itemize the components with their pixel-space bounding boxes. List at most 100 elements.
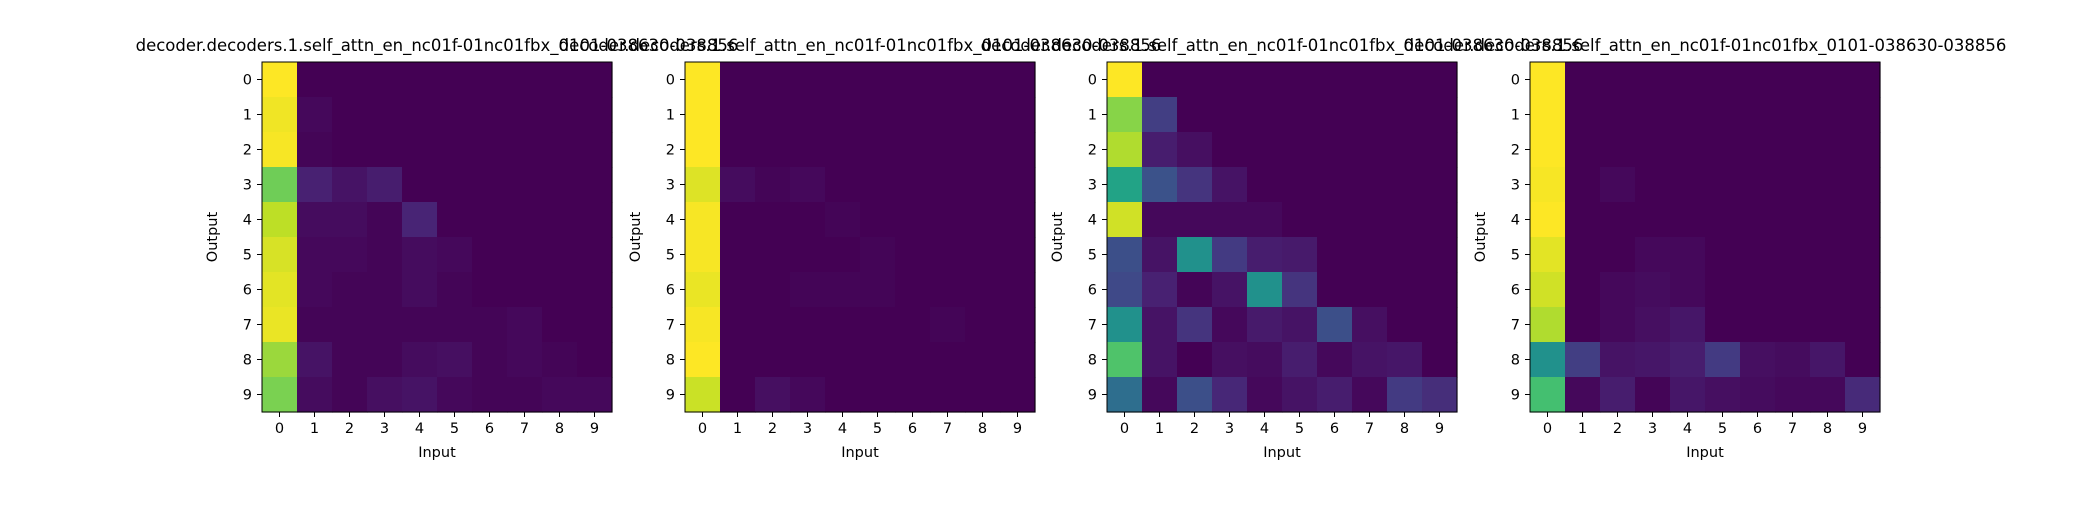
heatmap-cell-r9-c3	[1635, 377, 1671, 413]
heatmap-cell-r2-c8	[542, 132, 578, 168]
y-tick-label: 6	[1511, 283, 1520, 299]
heatmap-cell-r0-c2	[332, 62, 368, 98]
heatmap-cell-r0-c0	[1530, 62, 1566, 98]
heatmap-cell-r0-c4	[1247, 62, 1283, 98]
y-tick-label: 4	[666, 213, 675, 229]
heatmap-cell-r3-c1	[297, 167, 333, 203]
heatmap-cell-r3-c0	[262, 167, 298, 203]
x-tick-label: 4	[1683, 421, 1692, 437]
x-tick-label: 9	[590, 421, 599, 437]
heatmap-cell-r3-c3	[1635, 167, 1671, 203]
heatmap-cell-r6-c0	[1530, 272, 1566, 308]
heatmap-cell-r5-c7	[507, 237, 543, 273]
heatmap-cell-r2-c6	[1317, 132, 1353, 168]
heatmap-cell-r7-c3	[1635, 307, 1671, 343]
heatmap-cell-r5-c7	[930, 237, 966, 273]
heatmap-cell-r6-c1	[720, 272, 756, 308]
heatmap-cell-r4-c7	[1352, 202, 1388, 238]
heatmap-cell-r9-c1	[1142, 377, 1178, 413]
heatmap-cell-r5-c8	[965, 237, 1001, 273]
heatmap-cell-r3-c4	[402, 167, 438, 203]
heatmap-cell-r6-c8	[1810, 272, 1846, 308]
heatmap-cell-r9-c4	[1670, 377, 1706, 413]
heatmap-cell-r5-c3	[1635, 237, 1671, 273]
heatmap-cell-r2-c5	[860, 132, 896, 168]
x-tick-label: 8	[555, 421, 564, 437]
heatmap-cell-r1-c5	[1282, 97, 1318, 133]
heatmap-cell-r8-c3	[1212, 342, 1248, 378]
heatmap-cell-r2-c2	[332, 132, 368, 168]
heatmap-cell-r8-c3	[367, 342, 403, 378]
heatmap-cell-r7-c7	[1352, 307, 1388, 343]
heatmap-cell-r0-c7	[1775, 62, 1811, 98]
x-tick-label: 6	[1330, 421, 1339, 437]
heatmap-cell-r4-c3	[1635, 202, 1671, 238]
x-tick-label: 0	[1543, 421, 1552, 437]
y-tick-label: 1	[666, 108, 675, 124]
heatmap-cell-r3-c7	[1352, 167, 1388, 203]
heatmap-cell-r6-c7	[1352, 272, 1388, 308]
heatmap-cell-r4-c4	[1247, 202, 1283, 238]
heatmap-cell-r5-c7	[1775, 237, 1811, 273]
y-tick-label: 4	[1511, 213, 1520, 229]
heatmap-cell-r1-c9	[1845, 97, 1881, 133]
heatmap-cell-r0-c2	[755, 62, 791, 98]
y-tick-label: 8	[666, 353, 675, 369]
heatmap-cell-r1-c8	[1387, 97, 1423, 133]
heatmap-cell-r5-c6	[895, 237, 931, 273]
heatmap-cell-r8-c0	[262, 342, 298, 378]
heatmap-cell-r1-c9	[1422, 97, 1458, 133]
heatmap-cell-r3-c4	[825, 167, 861, 203]
heatmap-cell-r6-c6	[1317, 272, 1353, 308]
heatmap-cell-r0-c9	[1000, 62, 1036, 98]
heatmap-cell-r8-c4	[1670, 342, 1706, 378]
y-tick-label: 7	[666, 318, 675, 334]
heatmap-cell-r9-c9	[1845, 377, 1881, 413]
heatmap-cell-r2-c0	[1530, 132, 1566, 168]
heatmap-cell-r9-c5	[860, 377, 896, 413]
x-tick-label: 3	[1648, 421, 1657, 437]
heatmap-cell-r5-c3	[1212, 237, 1248, 273]
heatmap-cell-r1-c3	[367, 97, 403, 133]
heatmap-cell-r3-c6	[1317, 167, 1353, 203]
heatmap-cell-r0-c1	[297, 62, 333, 98]
x-tick-label: 8	[1400, 421, 1409, 437]
heatmap-cell-r8-c8	[1387, 342, 1423, 378]
heatmap-cell-r6-c8	[965, 272, 1001, 308]
heatmap-cell-r7-c3	[367, 307, 403, 343]
heatmap-cell-r4-c7	[1775, 202, 1811, 238]
heatmap-cell-r7-c1	[297, 307, 333, 343]
heatmap-cell-r6-c1	[1565, 272, 1601, 308]
heatmap-cell-r3-c0	[1530, 167, 1566, 203]
heatmap-cell-r7-c8	[965, 307, 1001, 343]
heatmap-cell-r2-c5	[437, 132, 473, 168]
heatmap-cell-r9-c5	[1282, 377, 1318, 413]
y-tick-label: 9	[243, 388, 252, 404]
y-tick-label: 8	[1088, 353, 1097, 369]
heatmap-cell-r1-c1	[1142, 97, 1178, 133]
heatmap-cell-r3-c3	[1212, 167, 1248, 203]
heatmap-cell-r2-c8	[965, 132, 1001, 168]
x-tick-label: 6	[485, 421, 494, 437]
x-tick-label: 4	[415, 421, 424, 437]
heatmap-cell-r4-c6	[1317, 202, 1353, 238]
heatmap-cell-r3-c6	[1740, 167, 1776, 203]
heatmap-cell-r7-c7	[930, 307, 966, 343]
heatmap-cell-r0-c6	[1317, 62, 1353, 98]
heatmap-cell-r7-c6	[895, 307, 931, 343]
heatmap-cell-r2-c2	[1600, 132, 1636, 168]
heatmap-cell-r1-c5	[1705, 97, 1741, 133]
heatmap-cell-r9-c2	[755, 377, 791, 413]
heatmap-cell-r5-c2	[755, 237, 791, 273]
heatmap-cell-r1-c0	[262, 97, 298, 133]
heatmap-cell-r9-c6	[1317, 377, 1353, 413]
heatmap-cell-r3-c2	[332, 167, 368, 203]
heatmap-cell-r1-c9	[1000, 97, 1036, 133]
heatmap-cell-r8-c2	[332, 342, 368, 378]
heatmap-cell-r1-c6	[472, 97, 508, 133]
x-tick-label: 3	[803, 421, 812, 437]
heatmap-cell-r8-c4	[402, 342, 438, 378]
heatmap-cell-r7-c4	[1247, 307, 1283, 343]
heatmap-cell-r5-c9	[1000, 237, 1036, 273]
heatmap-cell-r5-c4	[402, 237, 438, 273]
